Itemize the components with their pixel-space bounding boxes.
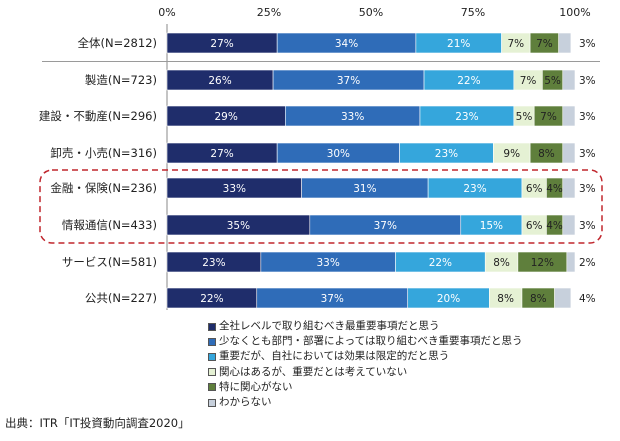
data-label: 22% [457, 75, 480, 87]
data-label: 9% [503, 148, 520, 160]
bar-segment [566, 251, 576, 273]
category-label: 公共(N=227) [85, 291, 157, 305]
legend-item: 関心はあるが、重要だとは考えていない [208, 365, 608, 380]
bar-segment [562, 214, 576, 236]
data-label: 26% [208, 75, 231, 87]
highlight-box [39, 169, 603, 244]
data-label: 31% [353, 183, 376, 195]
data-label: 23% [202, 257, 225, 269]
legend-swatch [208, 337, 216, 346]
data-label: 5% [516, 111, 533, 123]
data-label: 35% [227, 220, 250, 232]
data-label: 3% [579, 183, 596, 195]
data-label: 4% [546, 183, 563, 195]
chart-legend: 全社レベルで取り組むべき最重要事項だと思う少なくとも部門・部署によっては取り組む… [208, 319, 608, 410]
x-tick-label: 75% [461, 6, 485, 19]
legend-item: 全社レベルで取り組むべき最重要事項だと思う [208, 319, 608, 334]
bar-segment [562, 177, 576, 199]
data-label: 23% [435, 148, 458, 160]
legend-swatch [208, 398, 216, 407]
data-label: 8% [493, 257, 510, 269]
legend-label: 重要だが、自社においては効果は限定的だと思う [219, 350, 450, 363]
data-label: 22% [429, 257, 452, 269]
legend-swatch [208, 383, 216, 392]
data-label: 15% [480, 220, 503, 232]
data-label: 12% [531, 257, 554, 269]
legend-item: 少なくとも部門・部署によっては取り組むべき重要事項だと思う [208, 334, 608, 349]
source-note: 出典：ITR「IT投資動向調査2020」 [5, 416, 190, 430]
legend-label: 関心はあるが、重要だとは考えていない [219, 365, 408, 378]
data-label: 2% [579, 257, 596, 269]
category-label: 建設・不動産(N=296) [39, 109, 157, 123]
data-label: 7% [508, 38, 525, 50]
data-label: 3% [579, 148, 596, 160]
data-label: 3% [579, 38, 596, 50]
category-label: 情報通信(N=433) [62, 218, 157, 232]
data-label: 21% [447, 38, 470, 50]
legend-label: 全社レベルで取り組むべき最重要事項だと思う [219, 320, 440, 332]
legend-item: わからない [208, 395, 608, 410]
data-label: 8% [538, 148, 555, 160]
legend-swatch [208, 368, 216, 377]
category-label: 卸売・小売(N=316) [50, 146, 157, 160]
data-label: 37% [337, 75, 360, 87]
data-label: 4% [546, 220, 563, 232]
data-label: 20% [437, 293, 460, 305]
category-label: サービス(N=581) [62, 255, 157, 269]
data-label: 34% [335, 38, 358, 50]
x-tick-label: 100% [559, 6, 590, 19]
data-label: 4% [579, 293, 596, 305]
data-label: 23% [455, 111, 478, 123]
data-label: 30% [327, 148, 350, 160]
category-label: 全体(N=2812) [78, 36, 157, 50]
data-label: 37% [321, 293, 344, 305]
data-label: 7% [540, 111, 557, 123]
bar-segment [558, 32, 572, 54]
legend-label: 少なくとも部門・部署によっては取り組むべき重要事項だと思う [219, 335, 523, 348]
data-label: 27% [210, 148, 233, 160]
data-label: 23% [463, 183, 486, 195]
x-tick-label: 25% [257, 6, 281, 19]
data-label: 22% [200, 293, 223, 305]
bar-segment [562, 105, 576, 127]
legend-label: わからない [219, 396, 272, 409]
data-label: 33% [341, 111, 364, 123]
bar-segment [562, 69, 576, 91]
data-label: 6% [526, 183, 543, 195]
data-label: 7% [536, 38, 553, 50]
legend-item: 特に関心がない [208, 380, 608, 395]
data-label: 5% [544, 75, 561, 87]
category-label: 製造(N=723) [85, 73, 157, 87]
data-label: 8% [530, 293, 547, 305]
legend-swatch [208, 322, 216, 331]
data-label: 3% [579, 111, 596, 123]
data-label: 33% [223, 183, 246, 195]
category-label: 金融・保険(N=236) [50, 181, 157, 195]
bar-segment [562, 142, 576, 164]
bar-segment [554, 287, 572, 309]
data-label: 3% [579, 220, 596, 232]
legend-item: 重要だが、自社においては効果は限定的だと思う [208, 349, 608, 364]
data-label: 33% [316, 257, 339, 269]
data-label: 8% [497, 293, 514, 305]
data-label: 29% [214, 111, 237, 123]
data-label: 6% [526, 220, 543, 232]
data-label: 27% [210, 38, 233, 50]
legend-label: 特に関心がない [219, 380, 293, 393]
data-label: 7% [520, 75, 537, 87]
legend-swatch [208, 353, 216, 361]
x-tick-label: 50% [359, 6, 383, 19]
data-label: 3% [579, 75, 596, 87]
data-label: 37% [374, 220, 397, 232]
x-tick-label: 0% [158, 6, 175, 19]
